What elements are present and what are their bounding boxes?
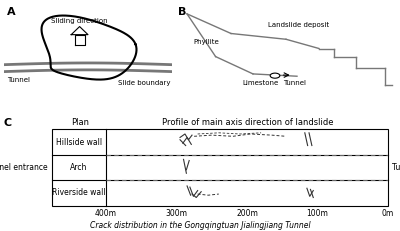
Text: 0m: 0m	[382, 209, 394, 218]
Text: B: B	[178, 7, 186, 17]
Text: Landslide deposit: Landslide deposit	[268, 22, 330, 28]
Text: A: A	[7, 7, 16, 17]
Text: Limestone: Limestone	[242, 80, 278, 86]
Text: Tunnel entrance: Tunnel entrance	[0, 163, 48, 172]
Text: Slide boundary: Slide boundary	[118, 80, 171, 86]
Text: Riverside wall: Riverside wall	[52, 188, 106, 197]
Text: Tunnel: Tunnel	[283, 80, 306, 86]
Text: Hillside wall: Hillside wall	[56, 138, 102, 146]
Circle shape	[270, 73, 280, 78]
Text: Tunnel: Tunnel	[7, 77, 30, 83]
Text: 200m: 200m	[236, 209, 258, 218]
Text: Plan: Plan	[71, 118, 89, 127]
Polygon shape	[71, 27, 88, 35]
Text: C: C	[4, 118, 12, 128]
Text: 400m: 400m	[95, 209, 117, 218]
Text: Phyllite: Phyllite	[194, 39, 219, 45]
Text: Crack distribution in the Gongqingtuan Jialingjiang Tunnel: Crack distribution in the Gongqingtuan J…	[90, 221, 310, 230]
Text: Profile of main axis direction of landslide: Profile of main axis direction of landsl…	[162, 118, 334, 127]
Text: Arch: Arch	[70, 163, 88, 172]
Text: Sliding direction: Sliding direction	[51, 18, 108, 24]
Text: 300m: 300m	[166, 209, 188, 218]
Text: 100m: 100m	[306, 209, 328, 218]
Bar	[52, 129, 388, 206]
Text: Tunnel exit: Tunnel exit	[392, 163, 400, 172]
Polygon shape	[74, 35, 85, 45]
